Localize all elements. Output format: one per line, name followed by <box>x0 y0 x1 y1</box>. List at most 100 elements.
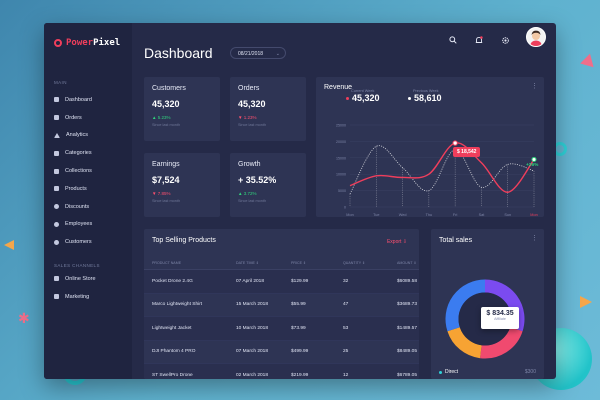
col-price[interactable]: PRICE ⇕ <box>283 257 335 270</box>
legend-value: 58,610 <box>414 93 442 103</box>
cell-price: $129.99 <box>283 269 335 294</box>
cell-quantity: 25 <box>335 340 389 364</box>
cell-date: 07 April 2018 <box>228 269 283 294</box>
sidebar-item-dashboard[interactable]: Dashboard <box>54 91 92 109</box>
sidebar-item-label: Collections <box>65 168 92 175</box>
date-value: 08/21/2018 <box>238 51 264 57</box>
bell-icon[interactable] <box>474 35 484 45</box>
sidebar-item-label: Online Store <box>65 275 96 282</box>
stat-card-customers[interactable]: Customers 45,320 ▲ 5.23% Since last mont… <box>144 77 220 141</box>
sidebar-item-categories[interactable]: Categories <box>54 144 92 162</box>
y-tick-label: 25000 <box>336 124 346 128</box>
employees-icon <box>54 221 59 227</box>
date-picker[interactable]: 08/21/2018 ⌄ <box>230 47 286 59</box>
x-tick-label: Fri <box>453 213 458 217</box>
y-tick-label: 10000 <box>336 173 346 177</box>
col-date-time[interactable]: DATE TIME ⇕ <box>228 257 283 270</box>
stat-change: ▲ 3.72% <box>238 191 257 196</box>
total-sales-card: Total sales ⋮ $ 834.35 Affiliate Direct … <box>431 229 544 379</box>
sidebar-item-label: Marketing <box>65 293 90 300</box>
table-row[interactable]: DJI Phantom 4 PRO 07 March 2018 $499.99 25 $… <box>144 340 419 364</box>
sidebar-item-employees[interactable]: Employees <box>54 216 92 234</box>
gear-icon[interactable] <box>500 35 510 45</box>
app-logo[interactable]: Power Pixel <box>54 38 120 48</box>
sidebar-item-customers[interactable]: Customers <box>54 233 92 251</box>
stat-change: ▲ 5.23% <box>152 115 171 120</box>
col-amount[interactable]: AMOUNT ⇕ <box>389 257 419 270</box>
cell-price: $219.99 <box>283 363 335 379</box>
sidebar-item-label: Discounts <box>65 203 90 210</box>
stat-card-growth[interactable]: Growth + 35.52% ▲ 3.72% Since last month <box>230 153 306 217</box>
products-title: Top Selling Products <box>152 237 216 244</box>
end-point[interactable] <box>531 156 537 162</box>
sidebar-item-discounts[interactable]: Discounts <box>54 198 92 216</box>
total-sales-title: Total sales <box>439 237 473 244</box>
stat-change: ▼ 7.85% <box>152 191 171 196</box>
sidebar-item-online-store[interactable]: Online Store <box>54 270 96 288</box>
col-quantity[interactable]: QUANTITY ⇕ <box>335 257 389 270</box>
products-icon <box>54 186 59 192</box>
y-tick-label: 20000 <box>336 140 346 144</box>
col-product-name[interactable]: PRODUCT NAME <box>144 257 228 270</box>
sidebar-item-orders[interactable]: Orders <box>54 109 92 127</box>
legend-value: 45,320 <box>352 93 380 103</box>
stat-value: 45,320 <box>152 99 180 109</box>
customers-icon <box>54 239 59 245</box>
table-row[interactable]: Lightweight Jacket 10 March 2018 $73.99 53 $… <box>144 316 419 341</box>
deco-triangle-orange-right <box>580 296 592 308</box>
stat-card-earnings[interactable]: Earnings $7,524 ▼ 7.85% Since last month <box>144 153 220 217</box>
more-options-icon[interactable]: ⋮ <box>531 235 538 242</box>
legend-current-week: Current Week 45,320 <box>346 89 380 103</box>
table-row[interactable]: Pocket Drone 2.4G 07 April 2018 $129.99 32 $… <box>144 269 419 294</box>
orders-icon <box>54 115 59 121</box>
table-row[interactable]: ST SwellPro Drone 02 March 2018 $219.99 12 $… <box>144 363 419 379</box>
cell-price: $55.99 <box>283 293 335 317</box>
x-tick-label: Wed <box>399 213 407 217</box>
cell-amount: $3689.73 <box>389 293 419 317</box>
table-row[interactable]: Marco Lightweight Shirt 15 March 2018 $55.… <box>144 293 419 317</box>
stat-label: Orders <box>238 85 260 92</box>
cell-product: Marco Lightweight Shirt <box>144 293 228 317</box>
legend-direct-value: $300 <box>524 369 536 375</box>
sidebar-item-label: Categories <box>65 150 92 157</box>
main-content: Dashboard 08/21/2018 ⌄ Customers 45,320 … <box>132 23 556 379</box>
donut-slice[interactable] <box>447 326 483 359</box>
export-button[interactable]: Export ⇩ <box>387 239 407 245</box>
donut-slice[interactable] <box>480 326 523 359</box>
x-tick-label: Tue <box>373 213 379 217</box>
collections-icon <box>54 168 59 174</box>
dashboard-window: Power Pixel MAIN Dashboard Orders Analyti… <box>44 23 556 379</box>
sidebar-item-analytics[interactable]: Analytics <box>54 127 92 145</box>
cell-product: DJI Phantom 4 PRO <box>144 340 228 364</box>
cell-quantity: 53 <box>335 316 389 341</box>
x-tick-label: Thu <box>426 213 433 217</box>
stat-label: Earnings <box>152 161 180 168</box>
cell-amount: $6089.58 <box>389 269 419 294</box>
legend-direct: Direct <box>439 369 458 375</box>
stat-label: Growth <box>238 161 261 168</box>
more-options-icon[interactable]: ⋮ <box>531 83 538 90</box>
store-icon <box>54 276 59 282</box>
donut-tooltip: $ 834.35 Affiliate <box>481 307 519 329</box>
stat-change: ▼ 1.23% <box>238 115 257 120</box>
sidebar-item-collections[interactable]: Collections <box>54 162 92 180</box>
tooltip-value: $ 834.35 <box>486 310 514 317</box>
sidebar-item-label: Customers <box>65 239 92 246</box>
sidebar-item-products[interactable]: Products <box>54 180 92 198</box>
logo-text-part2: Pixel <box>93 38 121 48</box>
sidebar-item-label: Products <box>65 185 87 192</box>
search-icon[interactable] <box>448 35 458 45</box>
sidebar-item-marketing[interactable]: Marketing <box>54 288 96 306</box>
chart-growth-label: +26% <box>526 163 539 168</box>
top-products-card: Top Selling Products Export ⇩ PRODUCT NA… <box>144 229 419 379</box>
stat-subtext: Since last month <box>238 123 267 127</box>
y-tick-label: 0 <box>344 206 346 210</box>
sidebar-section-main: MAIN <box>54 80 67 85</box>
highlight-point[interactable] <box>452 140 458 146</box>
stat-card-orders[interactable]: Orders 45,320 ▼ 1.23% Since last month <box>230 77 306 141</box>
donut-slice[interactable] <box>445 279 486 332</box>
avatar[interactable] <box>526 27 546 47</box>
stat-value: 45,320 <box>238 99 266 109</box>
categories-icon <box>54 150 59 156</box>
